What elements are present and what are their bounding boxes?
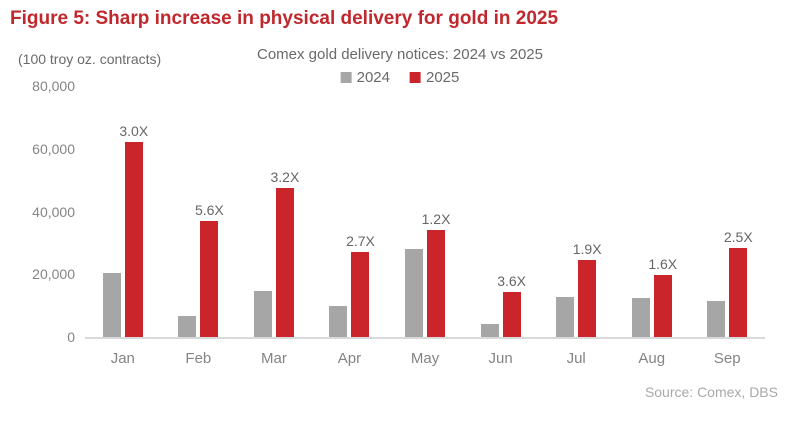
x-axis-label-sep: Sep: [713, 350, 741, 367]
bar-2024-may: [405, 249, 424, 337]
legend-item-2024: 2024: [340, 69, 390, 86]
x-axis-label-mar: Mar: [260, 350, 287, 367]
legend-swatch-icon: [410, 72, 421, 83]
x-axis-labels: Jan Feb Mar Apr May Jun Jul Aug Sep: [85, 350, 765, 367]
bar-group-may: 1.2X: [387, 86, 463, 337]
x-axis-label-may: May: [410, 350, 440, 367]
bar-2024-sep: [707, 301, 726, 337]
ratio-label: 3.0X: [119, 123, 149, 140]
legend: 2024 2025: [340, 69, 459, 86]
bar-group-jul: 1.9X: [538, 86, 614, 337]
bar-group-jan: 3.0X: [85, 86, 161, 337]
bar-2025-jun: 3.6X: [497, 273, 526, 337]
bar-2024-feb: [178, 316, 197, 337]
ratio-label: 1.9X: [572, 241, 602, 258]
y-axis-labels: 0 20,000 40,000 60,000 80,000: [0, 0, 75, 421]
bar-2025-sep: 2.5X: [724, 229, 753, 337]
ratio-label: 1.6X: [648, 255, 678, 272]
bar-group-apr: 2.7X: [312, 86, 388, 337]
plot-area: 3.0X 5.6X 3.2X 2.7X 1.2X 3.6X 1.9X 1.6X 2.5X: [85, 86, 765, 339]
x-axis-label-jul: Jul: [566, 350, 586, 367]
legend-item-2025: 2025: [410, 69, 459, 86]
x-axis-label-feb: Feb: [185, 350, 212, 367]
y-axis-unit-label: (100 troy oz. contracts): [18, 51, 162, 67]
chart-title: Comex gold delivery notices: 2024 vs 202…: [257, 46, 543, 63]
bar-2024-apr: [329, 305, 348, 337]
legend-swatch-icon: [340, 72, 352, 83]
x-axis-label-jan: Jan: [110, 350, 135, 367]
ratio-label: 2.7X: [346, 233, 375, 250]
bar-2025-feb: 5.6X: [195, 202, 224, 337]
bar-group-sep: 2.5X: [690, 86, 766, 337]
bar-group-feb: 5.6X: [161, 86, 237, 337]
bar-group-jun: 3.6X: [463, 86, 539, 337]
y-axis-tick-label: 40,000: [32, 203, 75, 220]
bar-2024-jun: [480, 324, 499, 337]
y-axis-tick-label: 0: [67, 329, 75, 345]
bar-2025-apr: 2.7X: [346, 233, 375, 337]
bar-2024-aug: [631, 298, 650, 337]
ratio-label: 1.2X: [421, 211, 451, 228]
ratio-label: 3.6X: [497, 272, 526, 289]
bar-2024-jul: [556, 296, 575, 337]
bar-2025-jul: 1.9X: [573, 241, 602, 337]
bar-2025-may: 1.2X: [422, 211, 450, 337]
x-axis-label-apr: Apr: [337, 350, 362, 367]
bar-2024-mar: [253, 290, 272, 337]
ratio-label: 2.5X: [723, 228, 753, 245]
bar-2025-aug: 1.6X: [648, 256, 677, 337]
bar-group-mar: 3.2X: [236, 86, 312, 337]
legend-label: 2025: [426, 69, 460, 86]
legend-label: 2024: [356, 69, 390, 86]
bar-group-aug: 1.6X: [614, 86, 690, 337]
x-axis-label-jun: Jun: [488, 350, 513, 367]
source-note: Source: Comex, DBS: [644, 384, 778, 400]
figure-title: Figure 5: Sharp increase in physical del…: [10, 8, 559, 29]
bar-2025-jan: 3.0X: [119, 123, 148, 337]
ratio-label: 3.2X: [270, 168, 300, 185]
y-axis-tick-label: 80,000: [32, 78, 75, 94]
x-axis-label-aug: Aug: [638, 350, 666, 367]
y-axis-tick-label: 20,000: [32, 266, 75, 283]
ratio-label: 5.6X: [194, 201, 224, 218]
bar-2025-mar: 3.2X: [271, 169, 299, 337]
y-axis-tick-label: 60,000: [32, 140, 75, 157]
bar-2024-jan: [102, 272, 121, 337]
